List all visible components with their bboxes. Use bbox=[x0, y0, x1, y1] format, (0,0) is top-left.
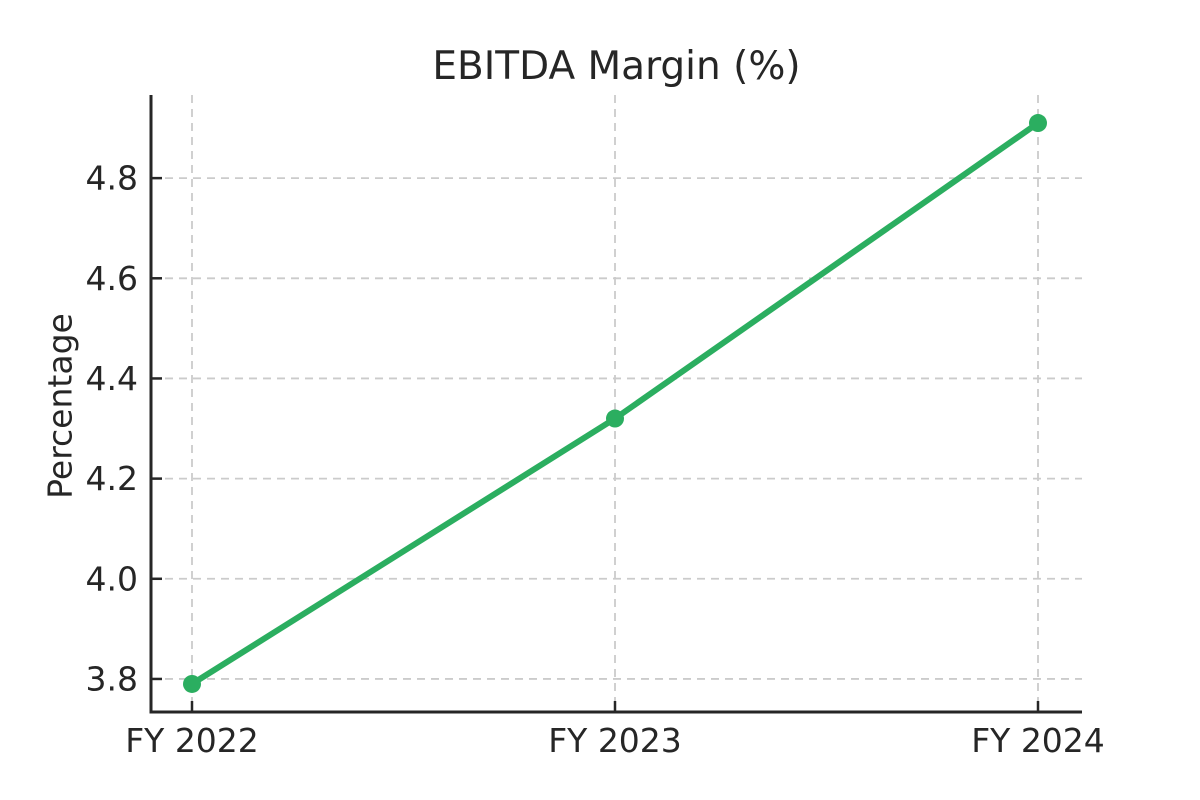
data-point-fy-2023 bbox=[606, 409, 624, 428]
y-tick-label: 4.4 bbox=[86, 359, 138, 398]
y-tick-label: 4.0 bbox=[86, 559, 138, 598]
y-tick-label: 3.8 bbox=[86, 659, 138, 698]
data-point-fy-2024 bbox=[1029, 114, 1047, 133]
y-axis-label: Percentage bbox=[40, 313, 80, 499]
x-tick-label: FY 2024 bbox=[971, 721, 1105, 760]
y-tick-label: 4.6 bbox=[86, 259, 138, 298]
x-tick-label: FY 2022 bbox=[125, 721, 259, 760]
x-tick-label: FY 2023 bbox=[548, 721, 682, 760]
y-tick-label: 4.2 bbox=[86, 459, 138, 498]
y-tick-label: 4.8 bbox=[86, 159, 138, 198]
chart-title: EBITDA Margin (%) bbox=[432, 44, 801, 89]
data-point-fy-2022 bbox=[183, 674, 201, 693]
